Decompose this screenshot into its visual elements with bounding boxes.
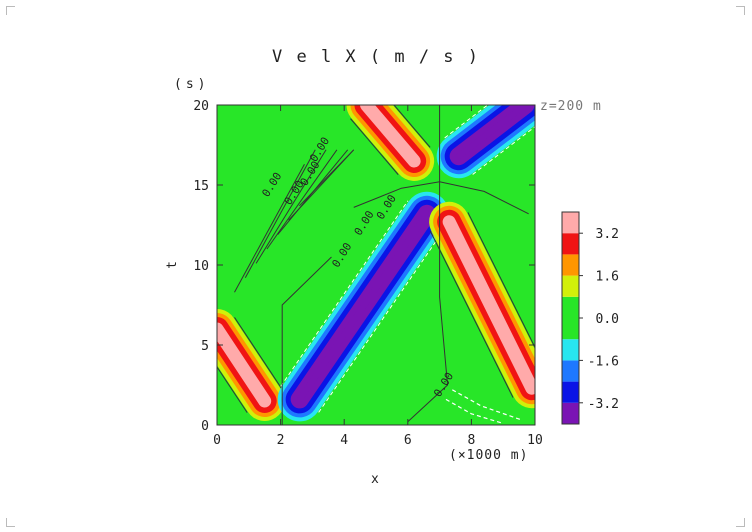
colorbar-swatch-4 bbox=[562, 296, 579, 340]
x-tick-label-4: 8 bbox=[467, 433, 475, 448]
colorbar-tick-label-0: -3.2 bbox=[588, 397, 619, 412]
x-tick-label-0: 0 bbox=[213, 433, 221, 448]
y-axis-label: t bbox=[164, 260, 180, 269]
crop-mark-bottom-left bbox=[6, 518, 15, 527]
band-1-contour-0 bbox=[318, 226, 447, 413]
zero-contour-ripple-6 bbox=[299, 149, 355, 207]
colorbar-swatch-2 bbox=[562, 360, 579, 382]
band-0-contour-0 bbox=[217, 366, 248, 413]
band-0-level-3 bbox=[217, 322, 272, 408]
colorbar-tick-label-2: 0.0 bbox=[596, 312, 619, 327]
x-axis-unit: (×1000 m) bbox=[449, 448, 529, 463]
zero-contour-ripple-0 bbox=[234, 163, 305, 293]
band-2-contour-0 bbox=[350, 118, 399, 175]
crop-mark-top-left bbox=[6, 6, 15, 15]
y-tick-label-4: 20 bbox=[193, 99, 209, 114]
x-tick-label-2: 4 bbox=[340, 433, 348, 448]
colorbar-swatch-5 bbox=[562, 275, 579, 297]
field-group: 0.000.000.000.000.000.000.000.00 bbox=[217, 105, 535, 425]
zero-contour-upper bbox=[353, 181, 529, 215]
y-axis-unit: (s) bbox=[174, 77, 210, 92]
zero-contour-ripple-2 bbox=[255, 149, 327, 264]
band-3-contour-1 bbox=[467, 212, 535, 349]
colorbar-tick-label-1: -1.6 bbox=[588, 354, 619, 369]
zero-contour-left bbox=[281, 256, 332, 425]
x-tick-label-1: 2 bbox=[277, 433, 285, 448]
colorbar-swatch-8 bbox=[562, 212, 579, 234]
band-4-contour-0 bbox=[472, 126, 535, 175]
colorbar-swatch-6 bbox=[562, 254, 579, 276]
x-axis-label: x bbox=[371, 472, 380, 487]
y-tick-label-2: 10 bbox=[193, 259, 209, 274]
band-2-contour-1 bbox=[393, 105, 431, 148]
band-3-contour-0 bbox=[429, 230, 514, 398]
wake-contour-1 bbox=[452, 389, 523, 421]
band-1-level-4 bbox=[296, 210, 430, 403]
band-4-level-4 bbox=[455, 105, 529, 160]
band-1-contour-1 bbox=[280, 200, 409, 387]
colorbar-swatch-7 bbox=[562, 233, 579, 255]
zero-contour-ripple-1 bbox=[244, 149, 316, 279]
wake-contour-2 bbox=[445, 398, 504, 424]
crop-mark-bottom-right bbox=[736, 518, 745, 527]
x-tick-label-5: 10 bbox=[527, 433, 543, 448]
zero-contour-right bbox=[407, 105, 449, 423]
zero-contour-ripple-3 bbox=[266, 149, 338, 250]
chart-title: V e l X ( m / s ) bbox=[272, 47, 480, 67]
band-0-contour-1 bbox=[234, 317, 283, 390]
x-tick-label-3: 6 bbox=[404, 433, 412, 448]
colorbar-tick-label-4: 3.2 bbox=[596, 227, 619, 242]
y-tick-label-1: 5 bbox=[201, 339, 209, 354]
colorbar-swatch-0 bbox=[562, 402, 579, 424]
y-tick-label-0: 0 bbox=[201, 419, 209, 434]
colorbar-swatch-3 bbox=[562, 339, 579, 361]
height-annotation: z=200 m bbox=[540, 99, 602, 114]
y-tick-label-3: 15 bbox=[193, 179, 209, 194]
band-3-level-3 bbox=[442, 215, 535, 395]
colorbar-tick-label-3: 1.6 bbox=[596, 270, 619, 285]
colorbar-swatch-1 bbox=[562, 381, 579, 403]
band-2-level-3 bbox=[359, 105, 421, 168]
crop-mark-top-right bbox=[736, 6, 745, 15]
band-4-contour-1 bbox=[444, 105, 489, 139]
